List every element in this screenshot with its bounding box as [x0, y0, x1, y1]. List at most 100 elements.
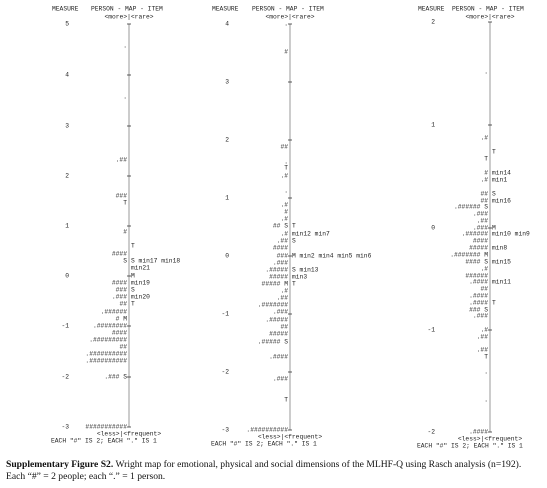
footer-note: EACH "#" IS 2; EACH "." IS 1 — [51, 438, 157, 445]
person-marks: .### S — [104, 374, 127, 381]
person-marks: .# — [280, 173, 288, 180]
person-marks: .# — [280, 202, 288, 209]
person-marks: .##### S — [258, 339, 288, 346]
caption-label: Supplementary Figure S2. — [6, 459, 114, 470]
footer-note: EACH "#" IS 2; EACH "." IS 1 — [211, 441, 317, 448]
person-marks: T — [484, 156, 488, 163]
measure-header: MEASURE — [52, 6, 79, 13]
item-marks: min1 — [492, 177, 507, 184]
person-marks: ##### M — [262, 281, 289, 288]
item-marks: S min13 — [292, 267, 319, 274]
person-marks: ## S — [273, 223, 288, 230]
person-marks: .######## — [93, 323, 127, 330]
person-marks: . — [284, 159, 288, 166]
person-marks: . — [484, 69, 488, 76]
measure-label: 1 — [225, 195, 229, 202]
measure-label: 3 — [225, 79, 229, 86]
person-marks: .#### — [469, 293, 488, 300]
person-marks: .###### S — [454, 204, 488, 211]
person-marks: ### — [277, 253, 289, 260]
person-marks: .########## — [85, 351, 127, 358]
map-header: PERSON - MAP - ITEM — [252, 6, 324, 13]
item-marks: min15 — [492, 259, 511, 266]
person-marks: T — [484, 354, 488, 361]
measure-label: -1 — [61, 323, 69, 330]
item-marks: T — [292, 281, 296, 288]
person-marks: T — [284, 397, 288, 404]
person-marks: T — [123, 200, 127, 207]
person-marks: .##### — [265, 317, 288, 324]
top-label: <more>|<rare> — [265, 14, 314, 21]
person-marks: .## — [477, 347, 489, 354]
item-marks: min14 — [492, 170, 511, 177]
person-marks: .########## — [85, 358, 127, 365]
person-marks: #### — [473, 238, 488, 245]
person-marks: ### S — [469, 307, 488, 314]
measure-label: -1 — [427, 327, 435, 334]
top-label: <more>|<rare> — [104, 14, 153, 21]
caption: Supplementary Figure S2. Wright map for … — [6, 459, 536, 483]
person-marks: ##### — [269, 274, 288, 281]
person-marks: .###### — [101, 309, 128, 316]
person-marks: .# — [480, 266, 488, 273]
person-marks: ##### — [269, 331, 288, 338]
item-marks: T — [492, 300, 496, 307]
person-marks: # — [284, 209, 288, 216]
measure-label: -2 — [221, 369, 229, 376]
person-marks: .#### — [469, 429, 488, 436]
person-marks: .######### — [89, 337, 127, 344]
measure-label: -3 — [221, 427, 229, 434]
person-marks: S — [123, 258, 127, 265]
item-marks: M — [131, 273, 135, 280]
bottom-label: <less>|<frequent> — [458, 436, 522, 443]
item-marks: S — [492, 191, 496, 198]
item-marks: M min2 min4 min5 min6 — [292, 253, 372, 260]
person-marks: # M — [116, 316, 128, 323]
person-marks: .# — [480, 327, 488, 334]
person-marks: .####### — [258, 302, 288, 309]
person-marks: .###### — [462, 231, 489, 238]
item-marks: min3 — [292, 274, 307, 281]
person-marks: ## — [119, 301, 127, 308]
person-marks: # — [484, 170, 488, 177]
bottom-label: <less>|<frequent> — [258, 434, 322, 441]
measure-label: -2 — [61, 374, 69, 381]
person-marks: ## — [480, 198, 488, 205]
person-marks: .### — [473, 225, 488, 232]
item-marks: T — [292, 223, 296, 230]
map-header: PERSON - MAP - ITEM — [91, 6, 163, 13]
measure-label: 0 — [225, 253, 229, 260]
person-marks: ##### — [469, 245, 488, 252]
footer-note: EACH "#" IS 2; EACH "." IS 1 — [417, 443, 523, 450]
measure-label: 5 — [65, 21, 69, 28]
person-marks: ########### — [85, 424, 127, 431]
person-marks: # — [284, 49, 288, 56]
person-marks: #### — [273, 245, 288, 252]
measure-label: 0 — [65, 273, 69, 280]
measure-label: 2 — [225, 137, 229, 144]
item-marks: min19 — [131, 280, 150, 287]
measure-label: -2 — [427, 429, 435, 436]
measure-label: 4 — [65, 72, 69, 79]
person-marks: ## — [119, 344, 127, 351]
top-label: <more>|<rare> — [465, 14, 514, 21]
item-marks: T — [492, 149, 496, 156]
person-marks: ## — [280, 324, 288, 331]
measure-label: -3 — [61, 424, 69, 431]
person-marks: ## — [480, 286, 488, 293]
person-marks: .### — [473, 313, 488, 320]
item-marks: min21 — [131, 265, 150, 272]
person-marks: .#### — [469, 300, 488, 307]
person-marks: .# — [280, 216, 288, 223]
person-marks: #### — [112, 251, 127, 258]
caption-text: Wright map for emotional, physical and s… — [6, 459, 522, 482]
person-marks: # — [123, 229, 127, 236]
person-marks: ###### — [465, 273, 488, 280]
person-marks: ### — [116, 287, 128, 294]
person-marks: ## — [280, 144, 288, 151]
person-marks: . — [284, 188, 288, 195]
item-marks: S min17 min18 — [131, 258, 180, 265]
person-marks: .####### M — [450, 252, 488, 259]
item-marks: T — [131, 243, 135, 250]
